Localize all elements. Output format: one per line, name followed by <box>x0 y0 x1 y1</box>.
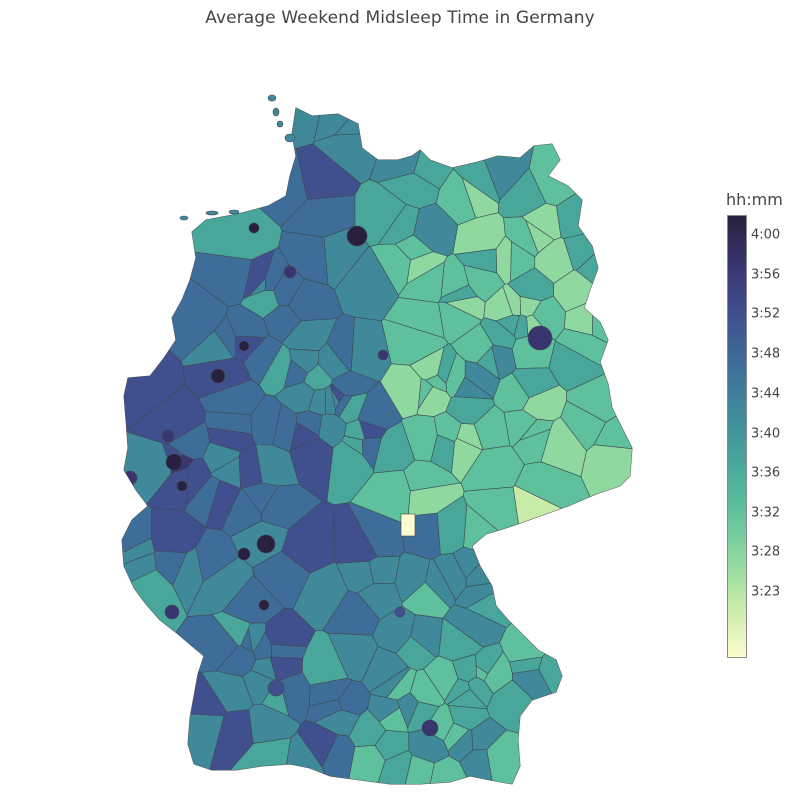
district-region[interactable] <box>313 709 361 737</box>
island <box>267 94 277 102</box>
city-district[interactable] <box>527 325 553 351</box>
island <box>205 210 219 216</box>
district-region[interactable] <box>486 729 650 800</box>
district-region[interactable] <box>511 367 561 399</box>
district-region[interactable] <box>305 699 342 723</box>
district-region[interactable] <box>499 531 650 663</box>
district-region[interactable] <box>476 346 500 380</box>
district-region[interactable] <box>437 343 457 385</box>
district-region[interactable] <box>341 435 364 456</box>
district-region[interactable] <box>400 513 416 537</box>
island <box>272 107 280 117</box>
district-region[interactable] <box>498 167 547 219</box>
city-district[interactable] <box>258 599 270 611</box>
district-region[interactable] <box>512 485 650 629</box>
district-region[interactable] <box>528 90 650 207</box>
city-district[interactable] <box>248 222 260 234</box>
district-region[interactable] <box>280 195 356 238</box>
district-region[interactable] <box>349 469 411 523</box>
district-region[interactable] <box>538 541 650 789</box>
district-region[interactable] <box>150 507 207 554</box>
colorbar-tick-label: 3:23 <box>751 584 781 600</box>
city-district[interactable] <box>421 719 439 737</box>
colorbar-tick-label: 3:44 <box>751 386 781 402</box>
district-region[interactable] <box>308 677 353 707</box>
island <box>276 120 284 128</box>
city-district[interactable] <box>238 340 250 352</box>
city-district[interactable] <box>176 480 188 492</box>
city-district[interactable] <box>346 225 368 247</box>
city-district[interactable] <box>394 606 406 618</box>
district-region[interactable] <box>471 716 508 751</box>
district-region[interactable] <box>273 263 305 307</box>
district-region[interactable] <box>242 669 277 706</box>
city-district[interactable] <box>267 679 285 697</box>
island <box>284 133 296 143</box>
district-region[interactable] <box>248 703 301 744</box>
district-region[interactable] <box>467 676 494 708</box>
district-region[interactable] <box>248 622 267 654</box>
district-region[interactable] <box>368 555 401 585</box>
colorbar-tick-label: 3:52 <box>751 306 781 322</box>
district-region[interactable] <box>206 427 255 452</box>
city-district[interactable] <box>237 547 251 561</box>
city-district[interactable] <box>210 368 226 384</box>
district-region[interactable] <box>453 248 498 274</box>
district-region[interactable] <box>261 483 323 530</box>
district-regions[interactable] <box>100 90 650 800</box>
colorbar-tick-label: 3:36 <box>751 465 781 481</box>
district-region[interactable] <box>334 245 399 322</box>
district-region[interactable] <box>519 296 542 317</box>
district-region[interactable] <box>413 202 459 257</box>
district-region[interactable] <box>270 644 308 659</box>
district-region[interactable] <box>492 372 530 413</box>
north-sea-islands <box>179 94 296 221</box>
city-district[interactable] <box>165 453 183 471</box>
city-district[interactable] <box>161 429 175 443</box>
colorbar-tick-label: 3:56 <box>751 267 781 283</box>
district-region[interactable] <box>295 410 323 437</box>
map-title: Average Weekend Midsleep Time in Germany <box>205 8 595 28</box>
colorbar-tick-label: 3:32 <box>751 505 781 521</box>
colorbar-tick-label: 3:28 <box>751 544 781 560</box>
district-region[interactable] <box>548 340 612 392</box>
district-region[interactable] <box>242 248 275 300</box>
colorbar-tick-label: 3:48 <box>751 346 781 362</box>
district-region[interactable] <box>292 561 349 632</box>
colorbar-tick-label: 3:40 <box>751 426 781 442</box>
district-region[interactable] <box>458 749 496 800</box>
district-region[interactable] <box>473 404 511 450</box>
district-region[interactable] <box>442 604 507 648</box>
colorbar-tick-label: 4:00 <box>751 227 781 243</box>
district-region[interactable] <box>580 444 650 601</box>
colorbar-title: hh:mm <box>726 190 783 209</box>
district-region[interactable] <box>274 381 315 414</box>
district-region[interactable] <box>401 414 438 462</box>
district-region[interactable] <box>378 707 409 733</box>
district-region[interactable] <box>329 383 346 403</box>
city-district[interactable] <box>164 604 180 620</box>
city-district[interactable] <box>122 470 138 486</box>
island <box>228 209 240 215</box>
city-district[interactable] <box>283 265 297 279</box>
district-region[interactable] <box>100 569 188 714</box>
district-region[interactable] <box>465 553 547 588</box>
island <box>179 215 189 221</box>
district-region[interactable] <box>440 253 470 298</box>
colorbar[interactable] <box>727 215 747 658</box>
district-region[interactable] <box>438 284 479 303</box>
city-district[interactable] <box>377 349 389 361</box>
district-region[interactable] <box>213 314 237 359</box>
district-region[interactable] <box>453 376 494 400</box>
district-region[interactable] <box>210 456 241 489</box>
district-region[interactable] <box>372 749 413 800</box>
district-region[interactable] <box>377 203 420 245</box>
district-region[interactable] <box>410 614 444 658</box>
district-region[interactable] <box>408 728 450 764</box>
district-region[interactable] <box>100 90 283 261</box>
district-region[interactable] <box>333 90 413 136</box>
city-district[interactable] <box>256 534 276 554</box>
district-region[interactable] <box>100 708 225 800</box>
